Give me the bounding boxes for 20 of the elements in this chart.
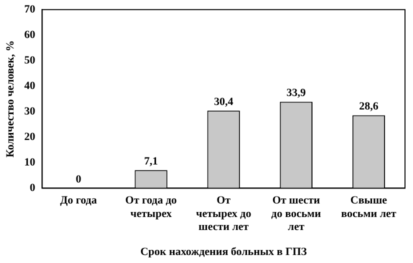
x-tick-label: От шести до восьми лет — [271, 194, 322, 234]
data-label: 33,9 — [286, 87, 306, 100]
data-label: 0 — [76, 174, 82, 186]
y-tick-label: 40 — [24, 80, 36, 92]
y-axis-title: Количество человек, % — [4, 40, 16, 158]
y-tick-label: 30 — [24, 106, 36, 118]
y-tick-label: 70 — [24, 3, 36, 16]
x-tick-label: Свыше восьми лет — [341, 194, 397, 220]
data-label: 28,6 — [359, 100, 379, 113]
y-tick-label: 0 — [30, 182, 36, 194]
y-tick-label: 50 — [24, 54, 36, 66]
x-tick-label: До года — [60, 194, 98, 207]
x-tick-label: От года до четырех — [125, 194, 178, 220]
y-tick-label: 20 — [24, 131, 36, 144]
data-label: 30,4 — [214, 96, 234, 108]
x-axis-title: Срок нахождения больных в ГПЗ — [140, 246, 308, 258]
data-label: 7,1 — [144, 155, 158, 168]
x-tick-label: От четырех до шести лет — [196, 194, 252, 234]
y-tick-label: 60 — [24, 28, 36, 41]
y-tick-label: 10 — [24, 156, 36, 169]
